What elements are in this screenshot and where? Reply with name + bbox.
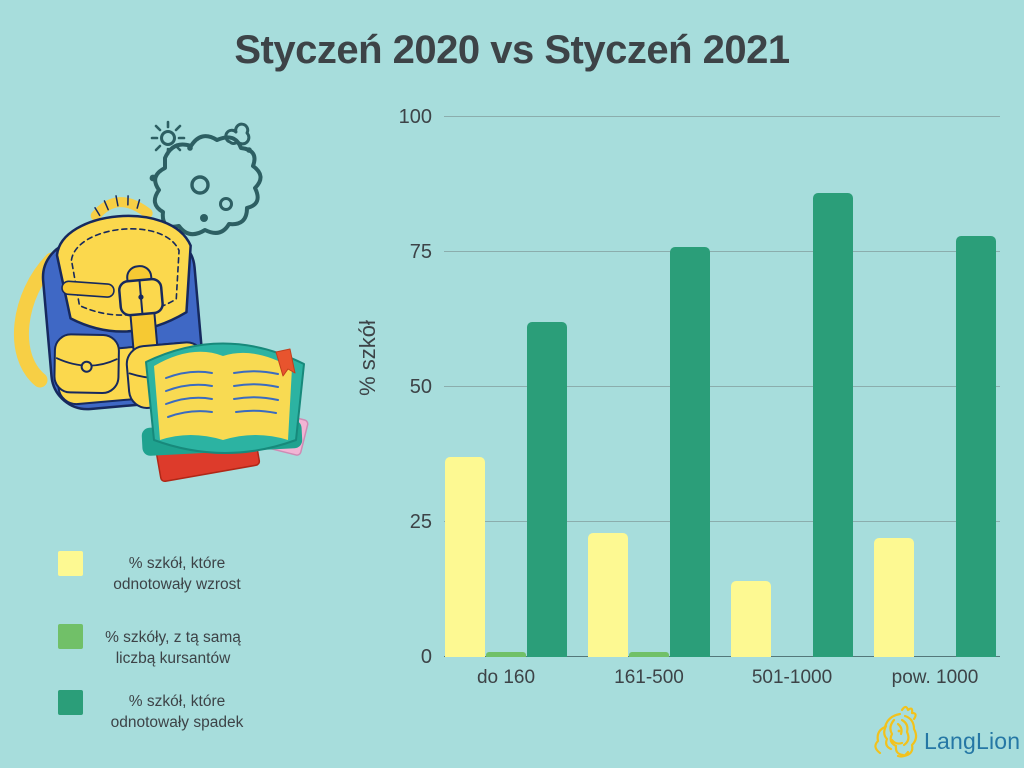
legend-label-same: % szkóły, z tą samą liczbą kursantów [88,627,258,669]
school-illustration [14,120,309,483]
legend-swatch-spadek [58,690,83,715]
bar-group-pow. 1000 [874,117,996,657]
bar [486,652,526,657]
langlion-lion-icon [874,705,918,758]
bar [731,581,771,657]
chart-title: Styczeń 2020 vs Styczeń 2021 [234,28,790,72]
y-tick-label-100: 100 [398,106,432,128]
virus-doodle-icon [149,120,263,237]
legend-label-line: liczbą kursantów [115,650,231,667]
gridline-75 [444,251,1000,252]
y-tick-label-25: 25 [409,511,432,533]
bar [874,538,914,657]
legend-label-line: % szkół, które [128,693,226,710]
bar [629,652,669,657]
legend-label-line: % szkół, które [128,555,226,572]
legend-label-line: % szkóły, z tą samą [105,629,241,646]
legend-swatch-wzrost [58,551,83,576]
x-axis-label-501-1000: 501-1000 [751,667,833,688]
y-tick-label-75: 75 [409,241,432,263]
x-axis-label-do 160: do 160 [476,667,536,688]
books-icon [141,342,309,483]
gridline-25 [444,521,1000,522]
gridline-0 [444,656,1000,657]
legend-swatch-same [58,624,83,649]
langlion-wordmark: LangLion [924,728,1021,754]
bar [445,457,485,657]
bar-group-do 160 [445,117,567,657]
bar [588,533,628,657]
y-tick-label-0: 0 [420,646,432,668]
bar-group-501-1000 [731,117,853,657]
y-axis-title: % szkół [355,320,380,396]
bar [813,193,853,657]
y-tick-label-50: 50 [409,376,432,398]
bar [527,322,567,657]
plot-area [444,116,1000,657]
x-axis-label-pow. 1000: pow. 1000 [891,667,979,688]
legend-label-wzrost: % szkół, które odnotowały wzrost [92,553,262,595]
bar [670,247,710,657]
legend-label-line: odnotowały spadek [110,714,244,731]
legend-label-line: odnotowały wzrost [113,576,241,593]
gridline-50 [444,386,1000,387]
bar [956,236,996,657]
langlion-logo: LangLion [872,700,1022,762]
gridline-100 [444,116,1000,117]
legend-label-spadek: % szkół, które odnotowały spadek [92,691,262,733]
bar-group-161-500 [588,117,710,657]
x-axis-label-161-500: 161-500 [614,667,684,688]
